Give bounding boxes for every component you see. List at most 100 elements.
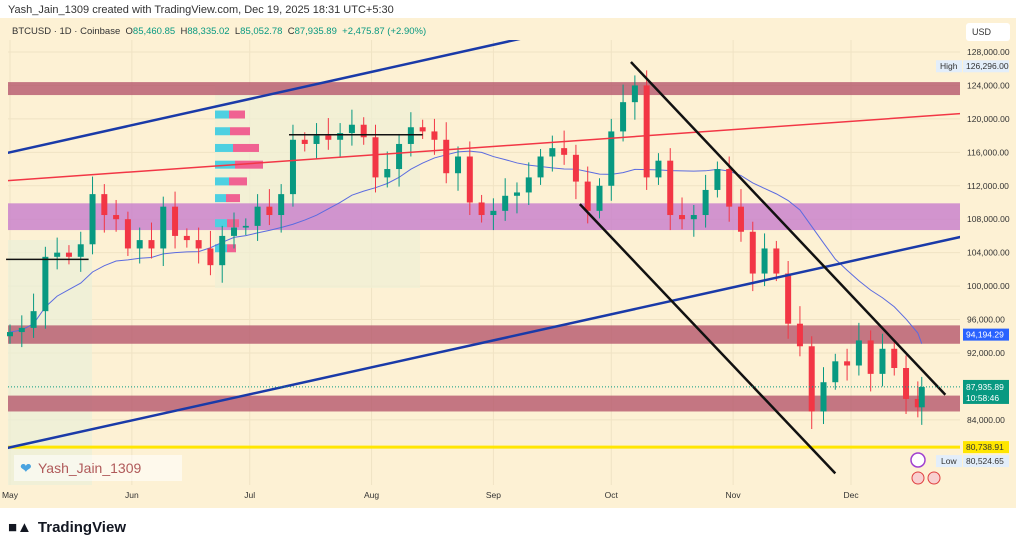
lightning-event-icon bbox=[910, 452, 926, 468]
candle-body bbox=[584, 181, 591, 211]
candle-body bbox=[702, 189, 709, 216]
candle-body bbox=[608, 131, 615, 186]
candle-body bbox=[903, 368, 910, 399]
candle-body bbox=[113, 215, 120, 220]
trend-line bbox=[8, 112, 960, 182]
candle-body bbox=[172, 206, 179, 236]
author-watermark: ❤ Yash_Jain_1309 bbox=[14, 455, 182, 481]
candle-body bbox=[561, 148, 568, 155]
volume-profile-bar bbox=[215, 177, 229, 186]
volume-profile-bar bbox=[215, 143, 233, 152]
candle-body bbox=[124, 219, 131, 249]
candle-body bbox=[278, 194, 285, 216]
candle-body bbox=[808, 346, 815, 412]
candle-body bbox=[690, 215, 697, 220]
trend-line bbox=[578, 203, 837, 475]
low-tag: Low bbox=[941, 456, 957, 466]
close-value: 87,935.89 bbox=[294, 26, 337, 37]
candle-body bbox=[455, 156, 462, 174]
candle-body bbox=[443, 139, 450, 174]
candle-body bbox=[183, 235, 190, 241]
trend-line bbox=[8, 40, 521, 155]
price-tick-label: 112,000.00 bbox=[967, 181, 1009, 191]
candle-body bbox=[502, 195, 509, 211]
date-range-box bbox=[215, 85, 420, 288]
candle-body bbox=[407, 127, 414, 144]
candle-body bbox=[396, 143, 403, 170]
candle-body bbox=[289, 139, 296, 195]
volume-profile-bar bbox=[215, 127, 230, 136]
volume-profile-bar bbox=[230, 127, 250, 136]
candle-body bbox=[195, 240, 202, 249]
candle-body bbox=[266, 206, 273, 216]
candle-body bbox=[478, 202, 485, 216]
support-label: 80,738.91 bbox=[966, 442, 1004, 452]
candle-body bbox=[749, 231, 756, 274]
volume-profile-bar bbox=[215, 110, 229, 119]
time-tick-label: Aug bbox=[364, 490, 379, 500]
candle-body bbox=[160, 206, 167, 249]
candle-body bbox=[219, 235, 226, 266]
volume-profile-bar bbox=[227, 244, 236, 253]
candle-body bbox=[231, 227, 238, 236]
candle-body bbox=[42, 256, 49, 312]
candle-body bbox=[867, 340, 874, 374]
candle-body bbox=[325, 135, 332, 140]
tv-logo-icon: ■▲ bbox=[8, 519, 32, 536]
candle-body bbox=[844, 361, 851, 366]
candle-body bbox=[596, 185, 603, 211]
candle-body bbox=[761, 248, 768, 274]
high-tag: High bbox=[940, 61, 958, 71]
zone-rectangle bbox=[8, 395, 960, 412]
candle-body bbox=[667, 160, 674, 216]
candle-body bbox=[301, 139, 308, 144]
symbol-info: BTCUSD · 1D · Coinbase bbox=[12, 26, 121, 37]
candle-body bbox=[855, 340, 862, 366]
volume-profile-bar bbox=[215, 194, 226, 203]
candle-body bbox=[242, 225, 249, 228]
price-tick-label: 124,000.00 bbox=[967, 80, 1010, 90]
volume-profile-bar bbox=[226, 194, 240, 203]
candle-body bbox=[136, 240, 143, 249]
moving-average-line bbox=[9, 150, 923, 344]
candle-body bbox=[89, 194, 96, 245]
candle-body bbox=[207, 248, 214, 266]
heart-icon: ❤ bbox=[20, 459, 32, 476]
low-label-bg bbox=[963, 455, 1009, 468]
time-tick-label: Dec bbox=[843, 490, 859, 500]
price-tick-label: 104,000.00 bbox=[967, 248, 1010, 258]
candle-body bbox=[796, 323, 803, 347]
candle-body bbox=[54, 252, 61, 257]
high-value: 88,335.02 bbox=[187, 26, 230, 37]
candle-body bbox=[914, 398, 921, 408]
last-price-label: 87,935.89 bbox=[966, 382, 1004, 392]
candle-body bbox=[337, 133, 344, 140]
candle-body bbox=[313, 135, 320, 144]
candle-body bbox=[360, 124, 367, 138]
candle-body bbox=[30, 311, 37, 328]
time-tick-label: Jul bbox=[244, 490, 255, 500]
candle-body bbox=[737, 206, 744, 232]
candle-body bbox=[372, 137, 379, 178]
volume-profile-bar bbox=[229, 177, 247, 186]
time-tick-label: Nov bbox=[726, 490, 742, 500]
us-flag-event-icon bbox=[911, 471, 925, 485]
currency-button[interactable]: USD bbox=[966, 23, 1010, 41]
candle-body bbox=[549, 148, 556, 157]
volume-profile-bar bbox=[227, 219, 239, 228]
price-tick-label: 108,000.00 bbox=[967, 214, 1010, 224]
candle-body bbox=[419, 127, 426, 132]
price-tick-label: 116,000.00 bbox=[967, 147, 1009, 157]
candle-body bbox=[18, 327, 25, 333]
symbol-legend: BTCUSD · 1D · Coinbase O85,460.85 H88,33… bbox=[12, 26, 427, 37]
ma-value-label-bg bbox=[963, 328, 1009, 341]
high-label: 126,296.00 bbox=[966, 61, 1009, 71]
last-price-badge bbox=[963, 379, 1009, 404]
candle-body bbox=[891, 348, 898, 369]
candle-body bbox=[620, 102, 627, 132]
tradingview-logo[interactable]: ■▲ TradingView bbox=[8, 519, 126, 536]
candle-body bbox=[148, 240, 155, 249]
candle-body bbox=[918, 386, 925, 408]
candle-body bbox=[431, 131, 438, 140]
